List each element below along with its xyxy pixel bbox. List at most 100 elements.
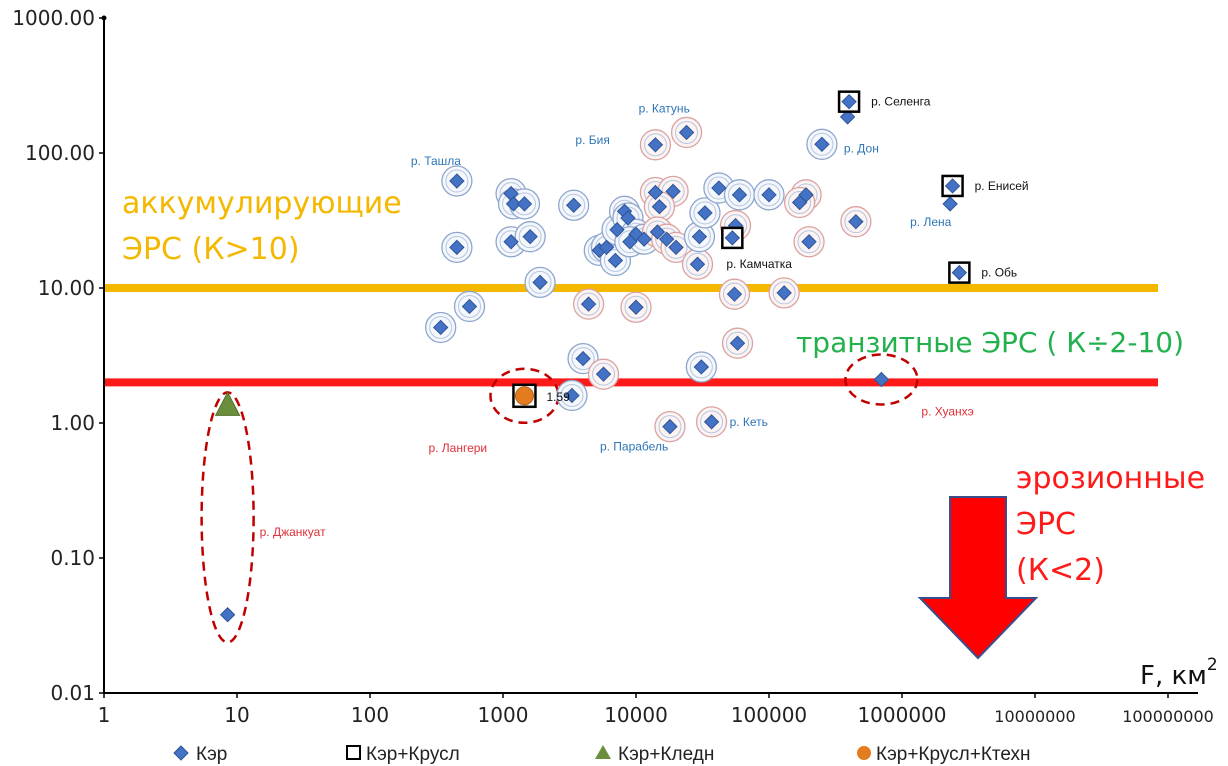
river-label: р. Ташла bbox=[411, 154, 461, 168]
data-points bbox=[214, 90, 971, 623]
point-ker bbox=[691, 228, 708, 245]
x-tick-label: 1000000 bbox=[857, 703, 946, 727]
river-label: р. Хуанхэ bbox=[921, 405, 973, 419]
x-tick-label: 100 bbox=[351, 703, 389, 727]
point-ring-inner bbox=[624, 295, 648, 319]
x-axis-label-sup: 2 bbox=[1207, 655, 1218, 675]
point-ker bbox=[801, 234, 817, 250]
legend-label-ker-krusl: Кэр+Крусл bbox=[366, 744, 460, 765]
x-tick-label: 100000000 bbox=[1122, 707, 1214, 726]
point-ker bbox=[668, 239, 684, 256]
point-ker bbox=[449, 173, 465, 189]
point-ker bbox=[776, 285, 792, 301]
point-ker bbox=[564, 387, 580, 404]
river-label: р. Дон bbox=[844, 141, 879, 155]
point-ring-inner bbox=[518, 225, 542, 249]
point-ring-inner bbox=[592, 362, 616, 386]
point-ker bbox=[814, 136, 830, 153]
y-tick-label: 1.00 bbox=[50, 411, 95, 435]
river-labels: р. Селенга р. Енисей р. Обь р. Камчатка 1.59… bbox=[260, 95, 1029, 540]
legend-label-ker-krusl-ktehn: Кэр+Крусл+Ктехн bbox=[876, 744, 1031, 765]
point-ker bbox=[791, 194, 808, 211]
point-ker bbox=[726, 286, 743, 302]
point-ker bbox=[636, 231, 652, 247]
point-ker bbox=[662, 418, 678, 435]
point-ker bbox=[689, 256, 706, 272]
point-ker bbox=[607, 252, 624, 269]
point-ring-inner bbox=[571, 347, 595, 371]
y-tick-label: 0.10 bbox=[50, 546, 95, 570]
point-ker bbox=[219, 607, 236, 623]
point-ring-inner bbox=[772, 281, 796, 305]
threshold-lines bbox=[104, 284, 1158, 387]
point-ker bbox=[649, 224, 666, 240]
point-ring-inner bbox=[445, 235, 469, 259]
river-label: р. Енисей bbox=[975, 179, 1029, 193]
y-tick-label: 0.01 bbox=[50, 681, 95, 705]
point-ker bbox=[729, 335, 746, 351]
point-ring-inner bbox=[810, 132, 834, 156]
point-ker bbox=[449, 239, 465, 256]
y-tick-label: 10.00 bbox=[38, 276, 95, 300]
legend-label-ker-kledn: Кэр+Кледн bbox=[618, 744, 714, 765]
river-label: р. Обь bbox=[981, 266, 1017, 280]
x-tick-label: 1 bbox=[98, 703, 111, 727]
river-label: р. Лена bbox=[910, 215, 952, 229]
point-ker bbox=[622, 234, 638, 250]
point-ker bbox=[658, 231, 675, 247]
point-ring-inner bbox=[458, 294, 482, 318]
y-tick-label: 1000.00 bbox=[12, 6, 95, 30]
point-ring-inner bbox=[689, 355, 713, 379]
point-ker bbox=[848, 213, 864, 230]
river-label: р. Кеть bbox=[730, 415, 768, 429]
point-ker bbox=[678, 124, 695, 141]
x-tick-label: 10 bbox=[224, 703, 249, 727]
point-ker bbox=[516, 196, 533, 212]
point-ker bbox=[609, 222, 625, 238]
point-ring-inner bbox=[643, 133, 667, 157]
x-tick-labels: 1 10 100 1000 10000 100000 1000000 10000000 1000… bbox=[98, 693, 1214, 727]
x-tick-label: 10000 bbox=[604, 703, 668, 727]
point-ker-krusl bbox=[841, 93, 857, 110]
point-ker bbox=[575, 350, 591, 367]
point-ker bbox=[565, 197, 582, 213]
point-ring-inner bbox=[560, 383, 584, 407]
point-ring-inner bbox=[844, 210, 868, 234]
point-ker bbox=[432, 319, 449, 336]
point-ker bbox=[461, 298, 478, 315]
point-ker-kledn bbox=[214, 391, 241, 416]
point-ker bbox=[647, 184, 664, 201]
x-tick-label: 100000 bbox=[731, 703, 807, 727]
x-axis-label: F, км2 bbox=[1140, 655, 1218, 691]
point-ker-krusl bbox=[944, 178, 961, 194]
x-tick-label: 10000000 bbox=[994, 707, 1075, 726]
point-ker bbox=[693, 359, 710, 375]
point-ker bbox=[761, 187, 777, 203]
point-ker bbox=[651, 199, 668, 215]
point-ring-inner bbox=[675, 120, 699, 144]
x-tick-label: 1000 bbox=[478, 703, 529, 727]
x-axis-label-main: F, км bbox=[1140, 661, 1207, 691]
point-ring-inner bbox=[603, 248, 627, 272]
zone-erosion-line1: эрозионные bbox=[1016, 461, 1205, 496]
point-ker bbox=[628, 299, 644, 315]
point-ring-inner bbox=[722, 282, 746, 306]
point-ker bbox=[598, 239, 615, 256]
point-ker bbox=[731, 187, 748, 203]
point-ker bbox=[839, 109, 856, 125]
point-ker bbox=[522, 228, 538, 245]
zone-transit-label: транзитные ЭРС ( К÷2-10) bbox=[796, 326, 1184, 359]
point-ring-inner bbox=[429, 315, 453, 339]
zone-erosion-line2: ЭРС bbox=[1016, 507, 1076, 542]
point-ker bbox=[503, 234, 519, 250]
point-ring-inner bbox=[685, 252, 709, 276]
river-label: р. Парабель bbox=[600, 440, 668, 454]
point-ker bbox=[532, 274, 548, 291]
erosion-down-arrow bbox=[917, 496, 1039, 660]
point-ker-krusl bbox=[724, 230, 741, 246]
y-tick-label: 100.00 bbox=[25, 141, 95, 165]
point-ring-inner bbox=[757, 183, 781, 207]
dashed-ellipse bbox=[200, 391, 255, 644]
zone-accum-line2: ЭРС (К>10) bbox=[122, 232, 300, 267]
